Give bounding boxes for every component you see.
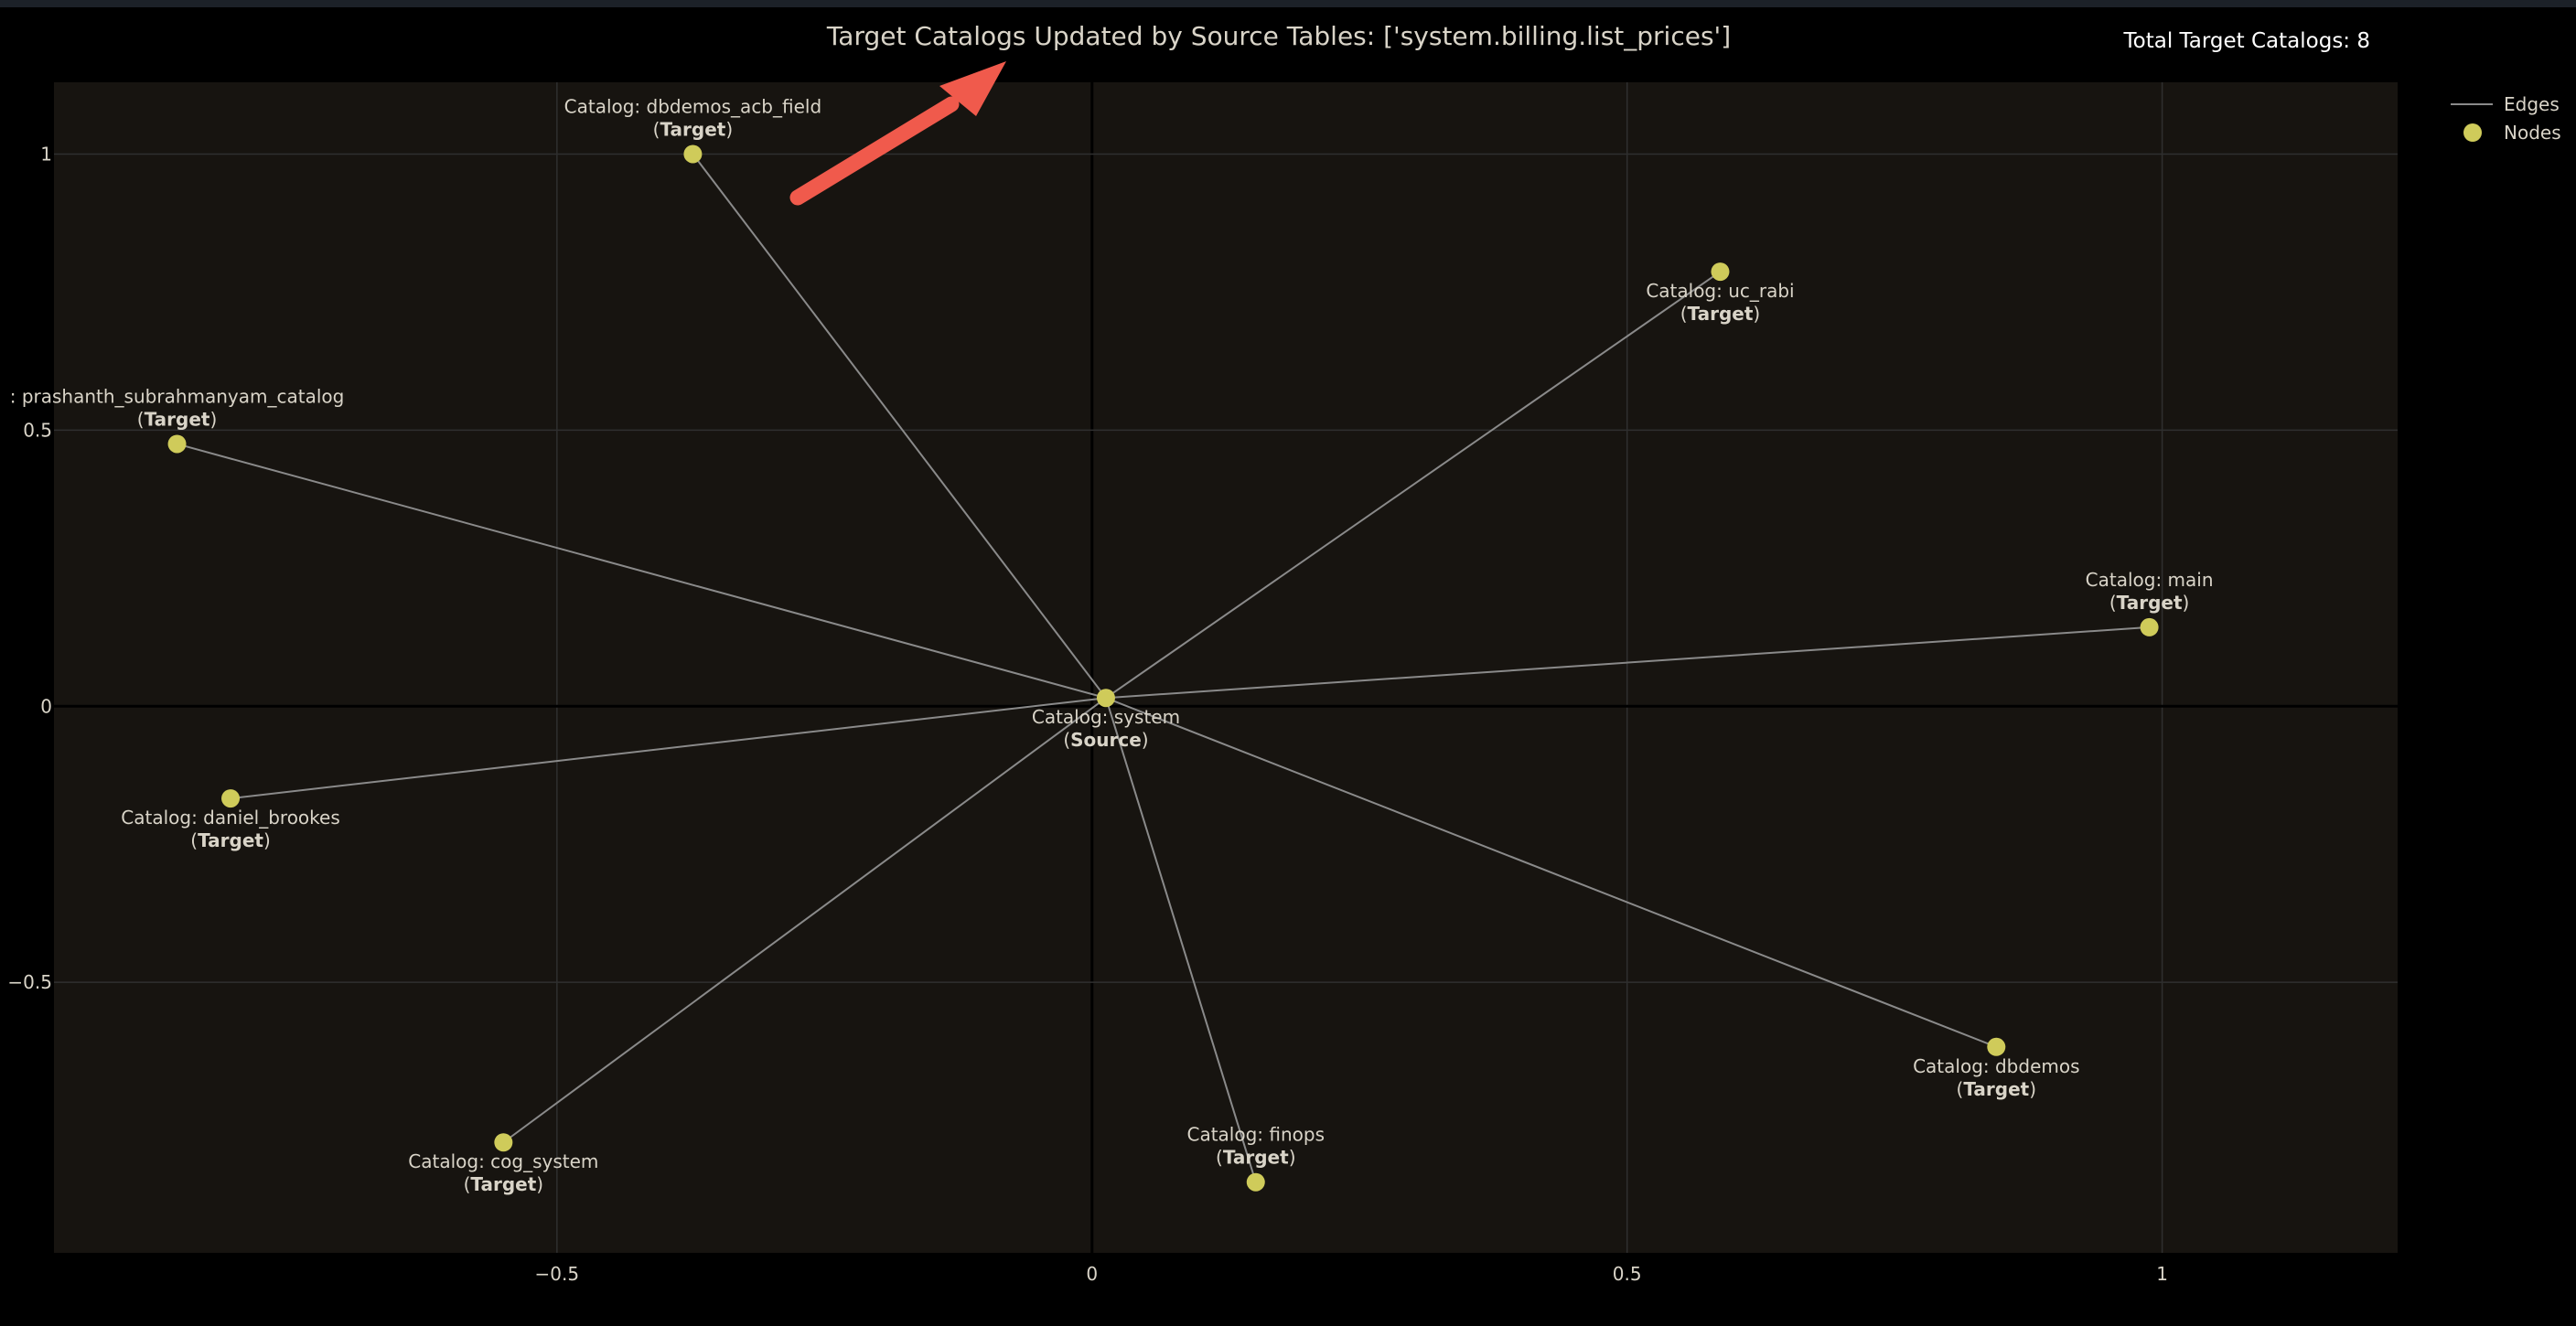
- node-label: Catalog: dbdemos(Target): [1913, 1055, 2079, 1100]
- target-node: [1711, 262, 1730, 282]
- edge-line: [1105, 697, 1997, 1048]
- node-label: : prashanth_subrahmanyam_catalog(Target): [10, 385, 345, 430]
- chart-title: Target Catalogs Updated by Source Tables…: [826, 21, 1731, 51]
- node-label-catalog: Catalog: daniel_brookes: [121, 807, 340, 829]
- node-label-role: (Target): [2109, 592, 2190, 614]
- target-node: [1246, 1172, 1265, 1192]
- target-node: [494, 1133, 513, 1152]
- target-node: [683, 144, 703, 164]
- node-label-role: (Target): [137, 408, 218, 430]
- target-node: [167, 434, 187, 454]
- edge-line: [692, 153, 1107, 699]
- node-label-catalog: Catalog: finops: [1186, 1124, 1325, 1146]
- node-label: Catalog: finops(Target): [1186, 1124, 1325, 1169]
- node-label: Catalog: dbdemos_acb_field(Target): [564, 95, 822, 140]
- node-label-role: (Target): [1957, 1078, 2037, 1100]
- node-label: Catalog: cog_system(Target): [408, 1150, 598, 1195]
- node-labels: Catalog: system(Source) Catalog: dbdemos_…: [10, 95, 2214, 1195]
- legend-item-nodes[interactable]: Nodes: [2463, 122, 2561, 144]
- node-label-catalog: Catalog: dbdemos: [1913, 1055, 2079, 1077]
- node-label-role: (Target): [1680, 303, 1761, 325]
- edge-line: [1105, 697, 1257, 1183]
- legend-nodes-label: Nodes: [2504, 122, 2561, 144]
- node-label: Catalog: main(Target): [2086, 569, 2214, 614]
- plot-area: [54, 82, 2398, 1253]
- window-top-strip: [0, 0, 2576, 7]
- edge-line: [502, 697, 1107, 1144]
- target-node: [1987, 1037, 2006, 1056]
- grid-lines: [54, 82, 2398, 1253]
- total-targets-annotation: Total Target Catalogs: 8: [2123, 29, 2371, 53]
- node-label-catalog: Catalog: dbdemos_acb_field: [564, 95, 822, 117]
- arrow-shaft: [789, 96, 960, 206]
- target-node: [221, 789, 241, 808]
- x-tick-label: 0.5: [1613, 1263, 1642, 1285]
- x-tick-label: 0: [1086, 1263, 1098, 1285]
- red-arrow-annotation: [789, 61, 1006, 206]
- y-tick-label: 0: [40, 695, 52, 717]
- node-label-role: (Source): [1063, 729, 1148, 751]
- node-label-catalog: Catalog: main: [2086, 569, 2214, 591]
- source-node: [1096, 689, 1115, 708]
- node-label-catalog: : prashanth_subrahmanyam_catalog: [10, 385, 345, 407]
- node-label-catalog: Catalog: cog_system: [408, 1150, 598, 1172]
- edge-line: [1105, 626, 2150, 700]
- y-tick-label: 0.5: [23, 419, 52, 441]
- node-label: Catalog: uc_rabi(Target): [1646, 280, 1794, 325]
- node-label-catalog: Catalog: uc_rabi: [1646, 280, 1794, 302]
- x-tick-label: 1: [2156, 1263, 2168, 1285]
- node-label-role: (Target): [464, 1173, 544, 1195]
- edge-line: [230, 697, 1107, 800]
- arrow-head: [939, 61, 1006, 116]
- edges: [177, 153, 2150, 1183]
- y-tick-label: 1: [40, 143, 52, 165]
- legend-edges-label: Edges: [2504, 93, 2560, 115]
- legend-item-edges[interactable]: Edges: [2451, 93, 2560, 115]
- edge-line: [177, 443, 1107, 700]
- node-label-catalog: Catalog: system: [1032, 706, 1180, 728]
- node-label: Catalog: daniel_brookes(Target): [121, 807, 340, 851]
- node-label: Catalog: system(Source): [1032, 706, 1180, 751]
- nodes: [167, 144, 2159, 1192]
- node-label-role: (Target): [190, 829, 271, 851]
- axis-ticks: −0.5 0 0.5 1 −0.5 0 0.5 1: [7, 143, 2168, 1285]
- y-tick-label: −0.5: [7, 971, 52, 993]
- x-tick-label: −0.5: [535, 1263, 580, 1285]
- legend[interactable]: Edges Nodes: [2451, 93, 2561, 144]
- target-node: [2140, 617, 2159, 636]
- node-label-role: (Target): [1216, 1147, 1296, 1169]
- legend-nodes-swatch: [2463, 123, 2482, 142]
- edge-line: [1105, 271, 1722, 700]
- node-label-role: (Target): [653, 118, 734, 140]
